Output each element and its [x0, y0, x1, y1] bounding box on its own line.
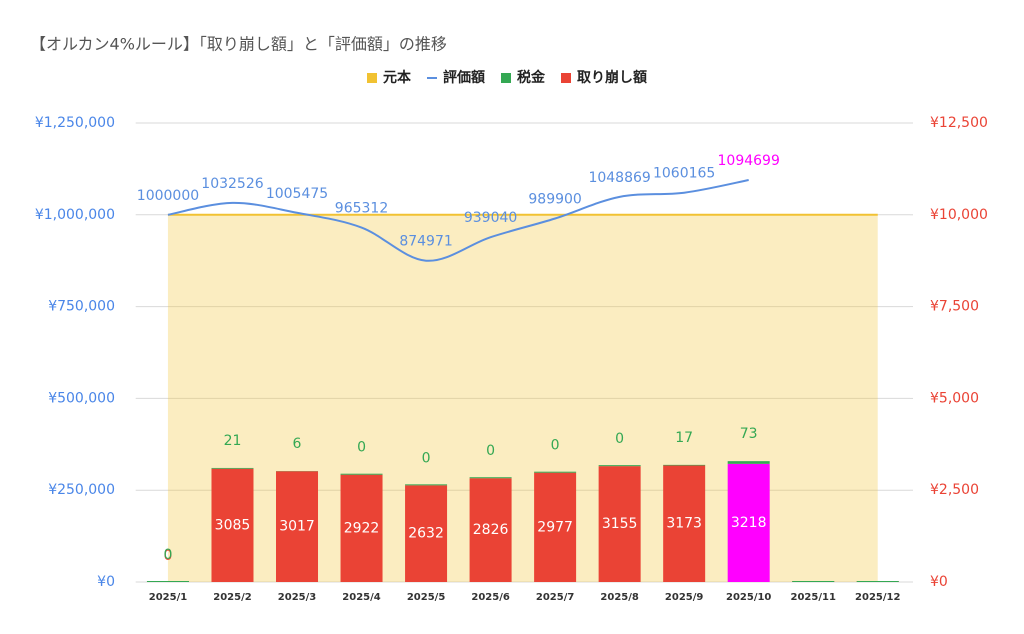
- bar-label: 3155: [602, 516, 638, 532]
- bar: [727, 463, 770, 582]
- x-tick-label: 2025/11: [791, 592, 836, 603]
- bar: [211, 468, 254, 582]
- bar-baseline: [146, 581, 189, 582]
- x-tick-label: 2025/3: [278, 592, 316, 603]
- x-tick-label: 2025/5: [407, 592, 445, 603]
- x-tick-label: 2025/2: [213, 592, 251, 603]
- bar-label: 2826: [473, 522, 509, 538]
- y2-tick-label: ¥10,000: [930, 207, 988, 223]
- line-label: 939040: [464, 210, 517, 226]
- line-label: 1094699: [718, 153, 780, 169]
- x-tick-label: 2025/7: [536, 592, 574, 603]
- bar-baseline: [598, 465, 641, 467]
- y2-tick-label: ¥7,500: [930, 299, 979, 315]
- legend-swatch: [501, 73, 511, 83]
- bar-label: 0: [486, 443, 495, 459]
- legend: 元本 評価額 税金 取り崩し額: [367, 69, 647, 86]
- line-label: 1032526: [201, 176, 263, 192]
- x-tick-label: 2025/12: [855, 592, 900, 603]
- x-tick-label: 2025/8: [600, 592, 638, 603]
- line-label: 965312: [335, 201, 388, 217]
- y-tick-label: ¥750,000: [48, 299, 115, 315]
- bar-label: 0: [615, 431, 624, 447]
- line-label: 1005475: [266, 186, 328, 202]
- legend-swatch: [427, 77, 437, 79]
- legend-label: 評価額: [443, 69, 485, 86]
- y-tick-label: ¥0: [97, 574, 115, 590]
- bar-label: 3218: [731, 515, 767, 531]
- y2-tick-label: ¥0: [930, 574, 948, 590]
- line-label: 1060165: [653, 166, 715, 182]
- bar-label: 0: [422, 450, 431, 466]
- chart-title: 【オルカン4%ルール】「取り崩し額」と「評価額」の推移: [30, 35, 447, 54]
- x-tick-label: 2025/1: [149, 592, 187, 603]
- bar: [340, 474, 383, 582]
- bar-label: 2632: [408, 526, 444, 542]
- y2-tick-label: ¥5,000: [930, 390, 979, 406]
- x-tick-label: 2025/10: [726, 592, 771, 603]
- bar-label: 2977: [537, 519, 573, 535]
- area: [167, 214, 878, 583]
- bar: [469, 478, 512, 582]
- bar-baseline: [856, 581, 899, 582]
- bar: [598, 466, 641, 582]
- bar: [211, 467, 254, 469]
- y2-tick-label: ¥12,500: [930, 115, 988, 131]
- bar: [727, 461, 770, 464]
- line-label: 874971: [399, 234, 452, 250]
- y-tick-label: ¥250,000: [48, 482, 115, 498]
- x-tick-label: 2025/9: [665, 592, 703, 603]
- line-label: 1048869: [588, 170, 650, 186]
- bar-label: 3017: [279, 519, 315, 535]
- bar: [276, 471, 319, 582]
- bar-label: 0: [164, 547, 173, 563]
- bar-label: 73: [740, 426, 758, 442]
- x-tick-label: 2025/6: [471, 592, 509, 603]
- y-tick-label: ¥1,000,000: [35, 207, 115, 223]
- bar: [405, 485, 448, 582]
- y-tick-label: ¥1,250,000: [35, 115, 115, 131]
- bar-label: 2922: [344, 520, 380, 536]
- bar: [663, 465, 706, 582]
- legend-label: 元本: [383, 69, 412, 86]
- x-tick-label: 2025/4: [342, 592, 380, 603]
- line: [167, 179, 749, 262]
- bar: [663, 464, 706, 466]
- bar-label: 0: [357, 440, 366, 456]
- y-tick-label: ¥500,000: [48, 390, 115, 406]
- bar-baseline: [469, 477, 512, 479]
- bar-label: 17: [675, 430, 693, 446]
- bar-label: 3173: [666, 516, 702, 532]
- bar-baseline: [340, 473, 383, 475]
- line-label: 989900: [528, 192, 581, 208]
- bar-label: 0: [551, 438, 560, 454]
- bar-baseline: [534, 471, 577, 473]
- line-label: 1000000: [137, 188, 199, 204]
- bar-label: 21: [224, 433, 242, 449]
- bar-label: 3085: [215, 517, 251, 533]
- bar-label: 6: [293, 436, 302, 452]
- bar: [534, 472, 577, 582]
- legend-swatch: [561, 73, 571, 83]
- bar-baseline: [792, 581, 835, 582]
- legend-swatch: [367, 73, 377, 83]
- legend-label: 税金: [517, 69, 546, 86]
- legend-label: 取り崩し額: [577, 69, 647, 86]
- bar-label: 0: [164, 548, 173, 564]
- bar-baseline: [405, 484, 448, 486]
- y2-tick-label: ¥2,500: [930, 482, 979, 498]
